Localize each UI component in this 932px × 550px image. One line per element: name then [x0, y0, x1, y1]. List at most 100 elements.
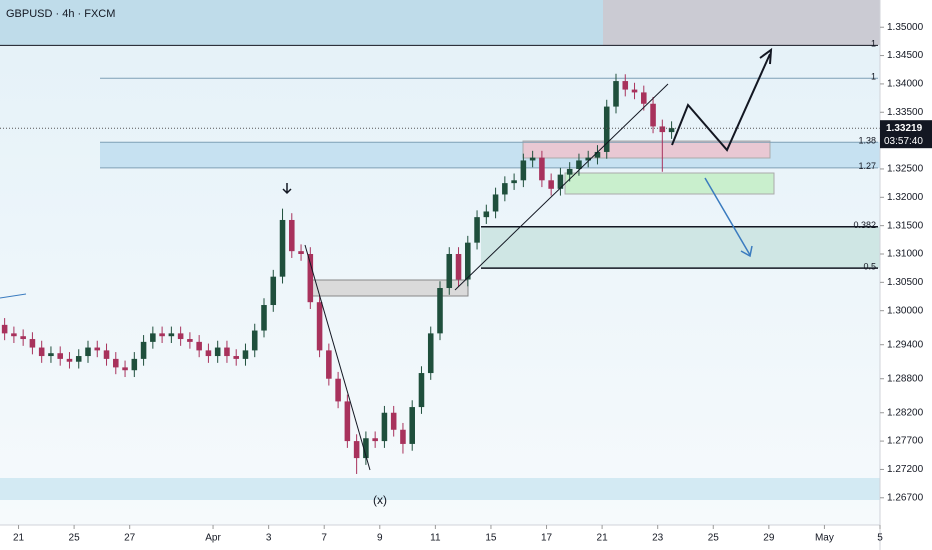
candle-body [177, 333, 184, 340]
x-tick-label: 9 [377, 533, 383, 544]
y-tick-label: 1.27700 [887, 436, 924, 447]
level-label: 1 [871, 72, 876, 82]
x-tick-label: May [815, 533, 834, 544]
candle-body [140, 341, 147, 359]
candle-body [75, 356, 82, 362]
ray [0, 293, 27, 299]
candle-body [233, 356, 239, 359]
countdown: 03:57:40 [884, 136, 923, 147]
candle-body [427, 333, 434, 374]
candle-body [94, 347, 101, 351]
chart-title: GBPUSD · 4h · FXCM [6, 8, 115, 20]
candle-body [29, 339, 36, 348]
zone-bottom [0, 478, 880, 500]
y-tick-label: 1.29400 [887, 339, 924, 350]
candle-body [251, 330, 258, 351]
zone-grey [309, 279, 469, 297]
time-axis [0, 525, 880, 550]
candle-body [548, 180, 554, 189]
candle-body [539, 157, 545, 181]
x-tick-label: 15 [485, 533, 497, 544]
y-tick-label: 1.35000 [887, 22, 924, 33]
candle-body [242, 350, 249, 359]
x-tick-label: 3 [266, 533, 272, 544]
candle-body [103, 350, 110, 359]
candle-body [131, 358, 138, 371]
candle-body [520, 160, 527, 181]
x-tick-label: 17 [541, 533, 553, 544]
candle-body [224, 347, 230, 357]
candle-body [641, 92, 647, 104]
candle-body [159, 333, 165, 337]
candle-body [66, 358, 73, 362]
y-tick-label: 1.30500 [887, 277, 924, 288]
candle-body [483, 211, 490, 218]
candle-body [437, 288, 443, 334]
annotation: (x) [373, 493, 387, 507]
candle-body [603, 106, 610, 152]
zone-top-left [0, 0, 603, 45]
last-price-box [880, 120, 932, 149]
candle-body [594, 151, 601, 158]
x-tick-label: 11 [430, 533, 441, 544]
level-label: 1.27 [858, 161, 876, 171]
candle-body [372, 438, 378, 442]
x-tick-label: 29 [763, 533, 775, 544]
y-tick-label: 1.26700 [887, 492, 924, 503]
trend-line [304, 244, 371, 471]
x-tick-label: 5 [877, 533, 883, 544]
candle-body [205, 350, 212, 357]
y-tick-label: 1.30000 [887, 305, 924, 316]
candle-body [187, 339, 193, 342]
projection-path [704, 177, 751, 256]
x-tick-label: Apr [205, 533, 221, 544]
zone-teal [481, 227, 880, 268]
candle-body [326, 350, 332, 379]
candle-body [1, 324, 8, 334]
x-tick-label: 27 [124, 533, 136, 544]
level-label: 0.5 [863, 262, 876, 272]
candle-body [650, 103, 656, 127]
y-tick-label: 1.28200 [887, 407, 924, 418]
y-tick-label: 1.34000 [887, 79, 924, 90]
candle-body [85, 347, 91, 357]
x-tick-label: 21 [597, 533, 609, 544]
candle-body [57, 353, 63, 359]
x-tick-label: 23 [652, 533, 664, 544]
level-label: 1.38 [858, 136, 876, 146]
candle-body [20, 336, 26, 340]
candle-body [668, 128, 675, 133]
candle-body [418, 373, 425, 408]
candle-body [474, 217, 480, 243]
y-tick-label: 1.27200 [887, 464, 924, 475]
candle-body [492, 194, 499, 212]
projection-path [671, 53, 771, 152]
candle-body [622, 81, 629, 90]
y-tick-label: 1.31000 [887, 249, 924, 260]
last-price-label: 1.33219 [886, 123, 923, 134]
y-tick-label: 1.33500 [887, 107, 924, 118]
y-tick-label: 1.31500 [887, 220, 924, 231]
candle-body [168, 333, 175, 337]
candle-body [344, 401, 351, 442]
price-axis [880, 0, 932, 550]
candle-body [48, 353, 54, 357]
candle-body [353, 441, 360, 459]
candle-body [390, 412, 397, 430]
zone-green [564, 172, 775, 195]
candle-body [38, 347, 45, 357]
candle-body [363, 438, 369, 459]
candle-body [196, 341, 202, 351]
trend-line [454, 83, 669, 291]
candle-body [122, 367, 128, 371]
y-tick-label: 1.34500 [887, 50, 924, 61]
y-tick-label: 1.28800 [887, 373, 924, 384]
candle-body [298, 251, 304, 254]
candle-body [529, 157, 536, 161]
candle-body [465, 242, 471, 280]
overlay: 1.35000 1.34500 1.34000 1.33500 1.32500 1.320… [13, 22, 932, 544]
candle-body [557, 174, 564, 189]
candle-body [576, 160, 582, 169]
candle-body [613, 81, 619, 107]
